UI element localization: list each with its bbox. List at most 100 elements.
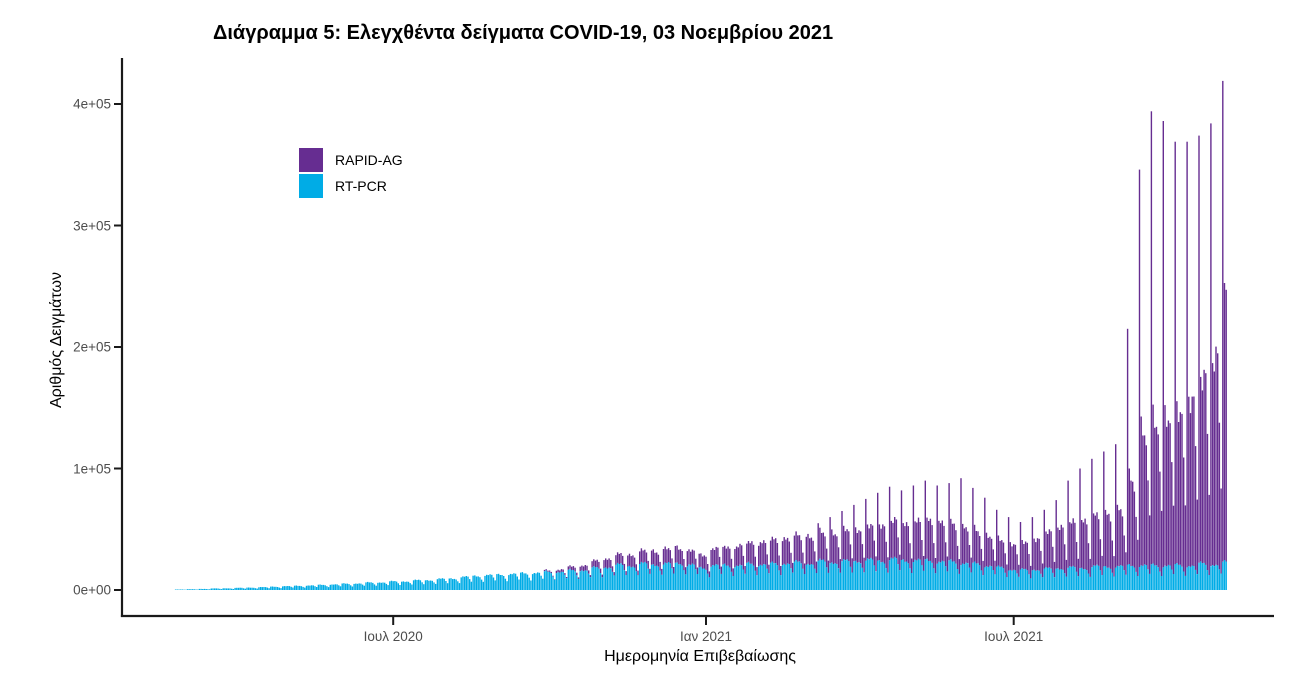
bar-rt-pcr xyxy=(1177,564,1180,590)
bar-rapid-ag xyxy=(1043,509,1045,569)
bar-rapid-ag xyxy=(1036,538,1039,571)
bar-rt-pcr xyxy=(722,564,724,590)
bar-rt-pcr xyxy=(992,570,994,590)
bar-rt-pcr xyxy=(463,576,466,590)
bar-rt-pcr xyxy=(557,572,559,590)
bar-rt-pcr xyxy=(1045,567,1047,590)
bar-rt-pcr xyxy=(611,571,614,590)
bar-rt-pcr xyxy=(1132,565,1134,590)
bar-rt-pcr xyxy=(856,562,858,590)
bar-rapid-ag xyxy=(1150,111,1153,565)
bar-rapid-ag xyxy=(941,520,943,561)
bar-rapid-ag xyxy=(1006,564,1008,577)
bar-rapid-ag xyxy=(661,568,663,575)
bar-rapid-ag xyxy=(919,522,921,560)
bar-rt-pcr xyxy=(1041,577,1044,590)
bar-rapid-ag xyxy=(868,528,870,560)
bar-rapid-ag xyxy=(729,548,731,568)
bar-rt-pcr xyxy=(462,576,464,590)
bar-rapid-ag xyxy=(963,528,966,565)
bar-rapid-ag xyxy=(586,565,588,571)
bar-rapid-ag xyxy=(996,509,998,567)
bar-rapid-ag xyxy=(1121,516,1124,566)
bar-rt-pcr xyxy=(1198,562,1200,590)
bar-rt-pcr xyxy=(956,568,959,590)
bar-rt-pcr xyxy=(737,566,739,590)
bar-rt-pcr xyxy=(788,564,790,590)
bar-rt-pcr xyxy=(628,565,631,590)
bar-rapid-ag xyxy=(579,566,581,572)
bar-rt-pcr xyxy=(700,566,702,590)
bar-rapid-ag xyxy=(877,492,879,561)
bar-rt-pcr xyxy=(701,568,704,590)
bar-rt-pcr xyxy=(696,574,699,590)
bar-rapid-ag xyxy=(1198,135,1200,563)
bar-rapid-ag xyxy=(1205,373,1207,565)
bar-rapid-ag xyxy=(1220,488,1222,574)
bar-rt-pcr xyxy=(878,560,881,590)
bar-rt-pcr xyxy=(985,566,988,590)
bar-rapid-ag xyxy=(837,547,840,569)
bar-rt-pcr xyxy=(793,561,796,590)
bar-rapid-ag xyxy=(931,525,933,563)
bar-rt-pcr xyxy=(725,565,728,590)
bar-rapid-ag xyxy=(1007,517,1010,571)
bar-rt-pcr xyxy=(1125,574,1127,590)
bar-rt-pcr xyxy=(348,584,350,590)
bar-rt-pcr xyxy=(1091,567,1093,590)
bar-rapid-ag xyxy=(572,566,575,570)
bar-rt-pcr xyxy=(1077,576,1079,590)
bar-rapid-ag xyxy=(1023,544,1025,570)
bar-rt-pcr xyxy=(990,566,993,590)
bar-rt-pcr xyxy=(327,587,330,590)
bar-rapid-ag xyxy=(914,521,916,560)
bar-rapid-ag xyxy=(656,552,658,566)
bar-rapid-ag xyxy=(1081,520,1083,568)
bar-rapid-ag xyxy=(1075,542,1078,572)
bar-rapid-ag xyxy=(725,548,728,566)
bar-rapid-ag xyxy=(1128,468,1130,564)
bar-rt-pcr xyxy=(316,587,318,590)
bar-rt-pcr xyxy=(1072,565,1074,590)
bar-rapid-ag xyxy=(669,550,671,564)
bar-rt-pcr xyxy=(1053,577,1056,590)
bar-rt-pcr xyxy=(754,570,756,590)
bar-rt-pcr xyxy=(751,563,753,590)
bar-rapid-ag xyxy=(785,539,787,565)
bar-rt-pcr xyxy=(1101,575,1103,590)
bar-rt-pcr xyxy=(540,575,542,590)
bar-rapid-ag xyxy=(562,569,564,572)
bar-rt-pcr xyxy=(535,573,537,590)
bar-rapid-ag xyxy=(659,561,661,571)
bar-rapid-ag xyxy=(1041,563,1044,578)
bar-rt-pcr xyxy=(708,577,711,590)
bar-rt-pcr xyxy=(554,579,556,590)
bar-rt-pcr xyxy=(919,559,921,590)
bar-rt-pcr xyxy=(1176,563,1178,590)
bar-rapid-ag xyxy=(1218,422,1221,570)
bar-rt-pcr xyxy=(309,585,311,590)
bar-rt-pcr xyxy=(385,583,388,590)
bar-rapid-ag xyxy=(803,563,806,574)
bar-rapid-ag xyxy=(1072,518,1074,566)
bar-rapid-ag xyxy=(902,523,904,560)
bar-rapid-ag xyxy=(793,535,796,562)
bar-rt-pcr xyxy=(202,589,204,590)
bar-rt-pcr xyxy=(467,576,469,590)
bar-rapid-ag xyxy=(972,487,974,563)
bar-rt-pcr xyxy=(1135,571,1137,590)
bar-rt-pcr xyxy=(922,570,925,590)
bar-rt-pcr xyxy=(591,567,593,590)
rapid-ag-bars-group xyxy=(543,80,1227,580)
bar-rt-pcr xyxy=(892,558,894,590)
bar-rt-pcr xyxy=(907,563,909,590)
bar-rapid-ag xyxy=(936,485,938,564)
bar-rapid-ag xyxy=(635,564,637,572)
bar-rt-pcr xyxy=(1013,569,1015,590)
bar-rapid-ag xyxy=(873,540,875,566)
bar-rt-pcr xyxy=(285,586,287,590)
bar-rt-pcr xyxy=(1104,565,1107,590)
bar-rt-pcr xyxy=(962,563,964,590)
bar-rt-pcr xyxy=(1123,570,1125,590)
bar-rt-pcr xyxy=(409,583,411,590)
